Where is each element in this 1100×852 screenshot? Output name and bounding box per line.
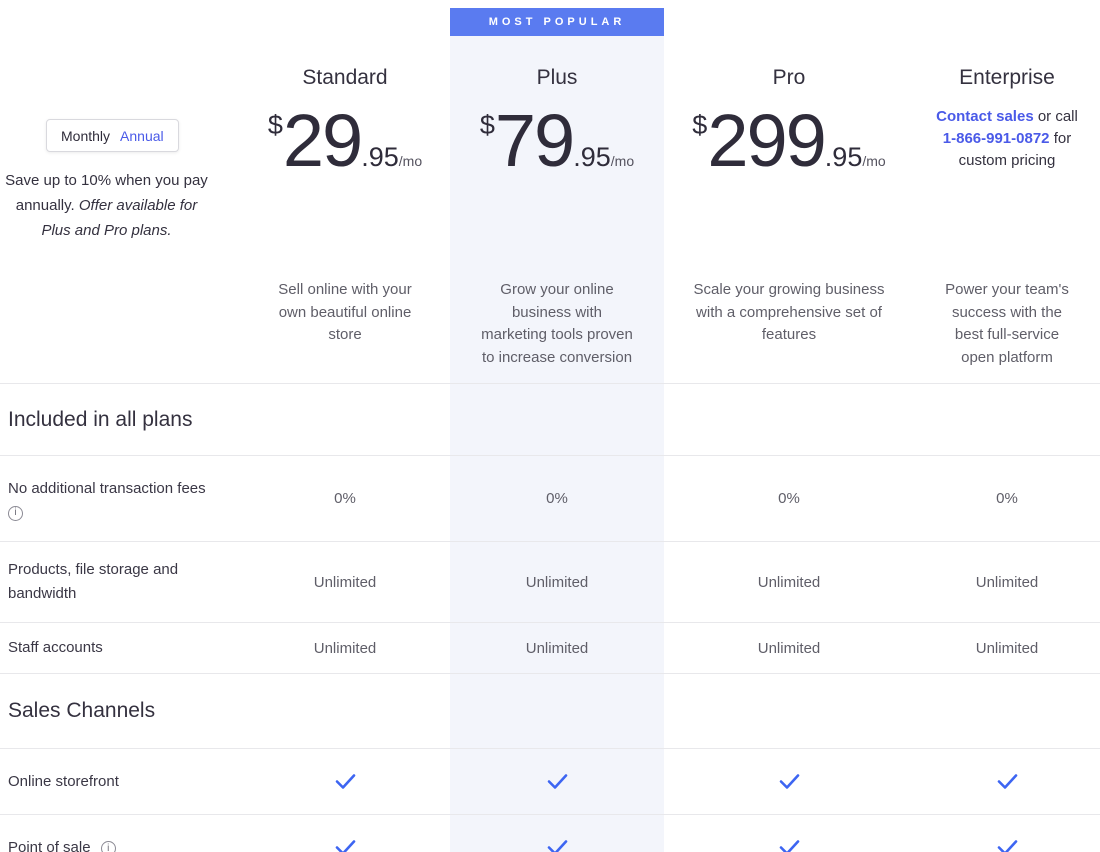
plan-price: $79.95/mo xyxy=(450,104,664,178)
feature-value-standard: Unlimited xyxy=(313,639,377,657)
feature-check-standard xyxy=(240,839,450,852)
plan-column-pro: Pro $299.95/mo Scale your growing busine… xyxy=(664,0,914,383)
plan-description: Scale your growing business with a compr… xyxy=(693,281,885,343)
feature-value-pro: Unlimited xyxy=(757,573,821,591)
plan-name: Plus xyxy=(536,66,578,89)
feature-value-pro: 0% xyxy=(778,490,800,507)
price-decimal: .95 xyxy=(824,142,863,172)
price-amount: 29 xyxy=(282,99,363,182)
plan-price: $299.95/mo xyxy=(664,104,914,178)
check-icon xyxy=(547,840,567,852)
most-popular-column-highlight xyxy=(450,36,664,852)
currency-symbol: $ xyxy=(267,110,283,140)
feature-label: Products, file storage and bandwidth xyxy=(8,561,179,602)
feature-value-enterprise: 0% xyxy=(996,490,1018,507)
plans-header: Monthly Annual Save up to 10% when you p… xyxy=(0,0,1100,383)
table-row-online-storefront: Online storefront xyxy=(0,748,1100,814)
feature-label: Staff accounts xyxy=(8,639,103,656)
feature-check-standard xyxy=(240,773,450,790)
annual-toggle-option[interactable]: Annual xyxy=(120,127,164,144)
plan-description: Grow your online business with marketing… xyxy=(481,281,633,366)
price-decimal: .95 xyxy=(361,142,399,172)
billing-period-toggle[interactable]: Monthly Annual xyxy=(46,119,179,152)
feature-label: Point of sale i xyxy=(0,836,240,852)
section-header-sales-channels: Sales Channels xyxy=(0,673,1100,748)
feature-value-plus: 0% xyxy=(546,490,568,507)
plan-column-standard: Standard $29.95/mo Sell online with your… xyxy=(240,0,450,383)
check-icon xyxy=(779,840,799,852)
table-row-transaction-fees: No additional transaction fees i 0% 0% 0… xyxy=(0,455,1100,541)
price-period: /mo xyxy=(862,153,886,169)
feature-label: Online storefront xyxy=(8,772,119,790)
info-icon[interactable]: i xyxy=(100,841,116,852)
price-decimal: .95 xyxy=(573,142,611,172)
price-period: /mo xyxy=(398,153,423,169)
plan-name: Standard xyxy=(302,66,388,89)
enterprise-contact-block: Contact sales or call 1-866-991-0872 for… xyxy=(930,106,1085,172)
info-icon[interactable]: i xyxy=(8,505,23,521)
contact-tail-text: for custom pricing xyxy=(958,130,1072,169)
plan-column-enterprise: Enterprise Contact sales or call 1-866-9… xyxy=(914,0,1100,383)
most-popular-badge: MOST POPULAR xyxy=(450,8,664,36)
plan-price: $29.95/mo xyxy=(240,104,450,178)
check-icon xyxy=(335,840,355,852)
price-period: /mo xyxy=(610,153,635,169)
feature-check-pro xyxy=(664,839,914,852)
plan-name: Pro xyxy=(772,66,806,89)
price-amount: 79 xyxy=(494,99,575,182)
feature-check-plus xyxy=(450,839,664,852)
phone-number-link[interactable]: 1-866-991-0872 xyxy=(942,130,1050,147)
section-title: Included in all plans xyxy=(8,407,193,431)
price-amount: 299 xyxy=(707,99,826,182)
check-icon xyxy=(997,774,1017,789)
annual-savings-note: Save up to 10% when you pay annually. Of… xyxy=(1,168,212,243)
check-icon xyxy=(335,774,355,789)
feature-label: No additional transaction fees i xyxy=(0,477,240,521)
plan-name: Enterprise xyxy=(959,66,1055,89)
currency-symbol: $ xyxy=(692,110,708,140)
feature-check-enterprise xyxy=(914,773,1100,790)
feature-check-enterprise xyxy=(914,839,1100,852)
feature-check-pro xyxy=(664,773,914,790)
check-icon xyxy=(547,774,567,789)
check-icon xyxy=(779,774,799,789)
section-title: Sales Channels xyxy=(8,699,156,722)
currency-symbol: $ xyxy=(479,110,495,140)
feature-value-plus: Unlimited xyxy=(525,639,589,657)
contact-mid-text: or call xyxy=(1033,108,1078,125)
table-row-products-storage: Products, file storage and bandwidth Unl… xyxy=(0,541,1100,622)
table-row-staff-accounts: Staff accounts Unlimited Unlimited Unlim… xyxy=(0,622,1100,673)
table-row-point-of-sale: Point of sale i xyxy=(0,814,1100,852)
contact-sales-link[interactable]: Contact sales xyxy=(936,108,1034,125)
feature-value-standard: Unlimited xyxy=(313,573,377,591)
section-header-included: Included in all plans xyxy=(0,383,1100,455)
feature-check-plus xyxy=(450,773,664,790)
feature-value-plus: Unlimited xyxy=(525,573,589,591)
monthly-toggle-option[interactable]: Monthly xyxy=(61,127,111,144)
check-icon xyxy=(997,840,1017,852)
savings-text: Save up to 10% when you pay annually. xyxy=(5,172,208,214)
feature-value-standard: 0% xyxy=(334,490,356,507)
feature-label-text: No additional transaction fees xyxy=(8,479,206,497)
feature-value-enterprise: Unlimited xyxy=(975,639,1039,657)
plan-description: Sell online with your own beautiful onli… xyxy=(278,281,412,343)
plan-column-plus: Plus $79.95/mo Grow your online business… xyxy=(450,0,664,383)
plan-description: Power your team's success with the best … xyxy=(945,281,1069,366)
feature-label-text: Point of sale xyxy=(8,838,91,852)
feature-value-pro: Unlimited xyxy=(757,639,821,657)
savings-offer-text: Offer available for Plus and Pro plans. xyxy=(41,197,198,239)
feature-value-enterprise: Unlimited xyxy=(975,573,1039,591)
